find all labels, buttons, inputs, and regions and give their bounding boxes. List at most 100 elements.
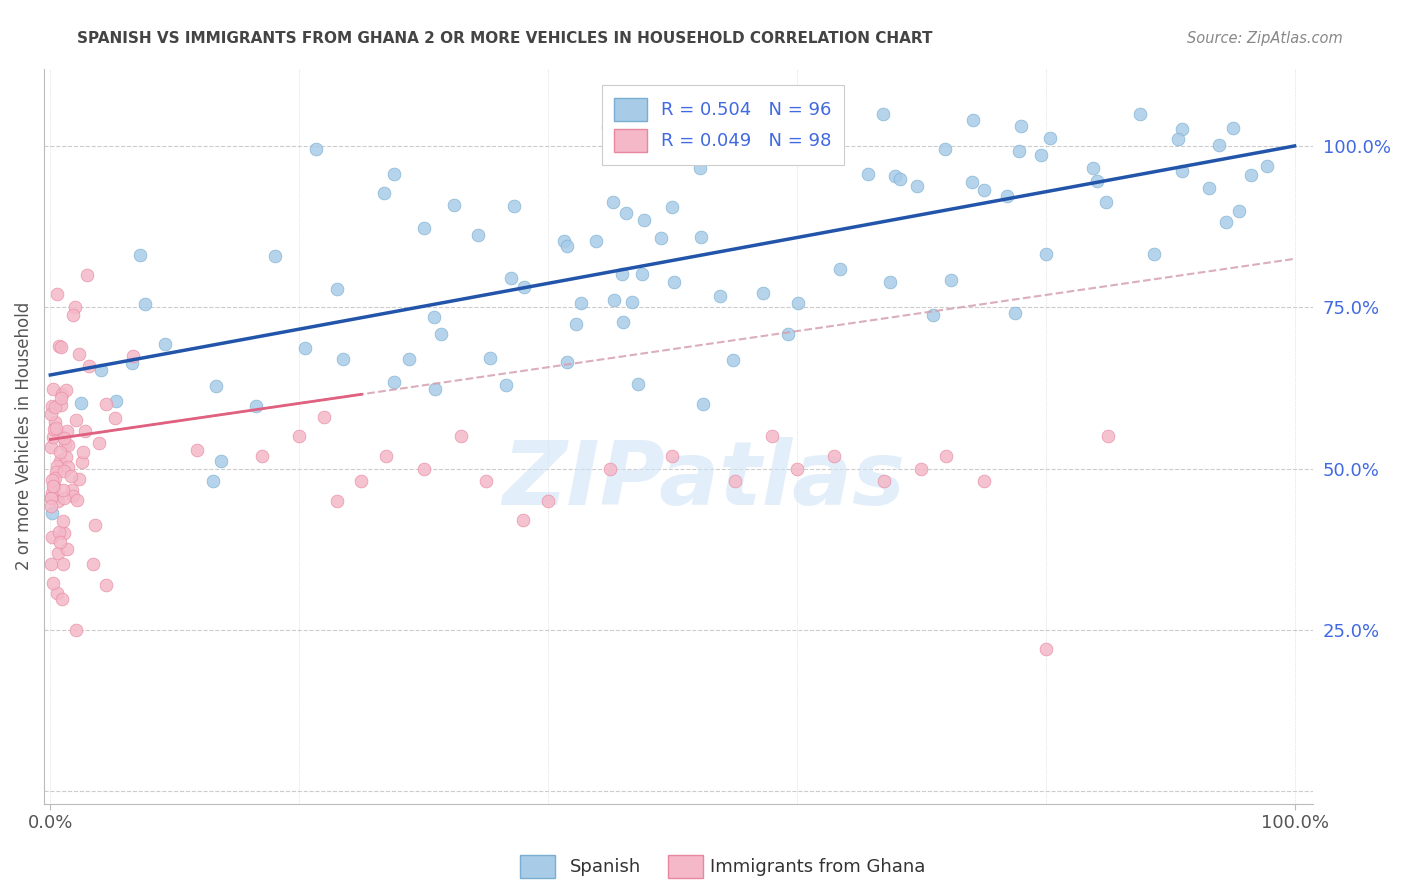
Point [565,317,588,331]
Point [1171,163,1194,178]
Point [879,275,901,289]
Point [1167,132,1189,146]
Point [502,199,524,213]
Point [973,475,995,489]
Point [41,440,63,454]
Point [129,248,152,262]
Point [51,340,73,354]
Point [52,514,75,528]
Point [53,464,76,478]
Point [382,167,405,181]
Point [596,120,619,134]
Point [905,178,928,193]
Point [56,459,79,474]
Point [56,542,79,557]
Point [627,377,650,392]
Point [51,558,73,572]
Point [46,493,69,508]
Point [828,261,851,276]
Point [537,493,560,508]
Point [1035,642,1057,657]
Point [65,413,87,427]
Point [962,112,984,127]
Y-axis label: 2 or more Vehicles in Household: 2 or more Vehicles in Household [15,302,32,570]
Point [45,465,67,479]
Point [662,275,685,289]
Point [910,461,932,475]
Point [612,315,634,329]
Point [49,398,72,412]
Point [724,475,747,489]
Point [42,480,65,494]
Point [599,461,621,475]
Text: ZIPatlas: ZIPatlas [502,437,905,524]
Point [1085,173,1108,187]
Point [41,486,63,500]
Text: SPANISH VS IMMIGRANTS FROM GHANA 2 OR MORE VEHICLES IN HOUSEHOLD CORRELATION CHA: SPANISH VS IMMIGRANTS FROM GHANA 2 OR MO… [77,31,932,46]
Point [48,338,70,352]
Point [585,234,607,248]
Point [44,479,66,493]
Point [884,169,907,183]
Point [690,230,713,244]
Point [423,310,446,324]
Point [60,468,83,483]
Point [1097,429,1119,443]
Point [134,297,156,311]
Point [84,518,107,533]
Point [39,557,62,571]
Point [603,293,626,307]
Point [690,136,713,150]
Point [312,409,335,424]
Point [650,230,672,244]
Point [56,438,79,452]
Point [621,294,644,309]
Point [495,377,517,392]
Point [42,429,65,443]
Point [1129,106,1152,120]
Point [53,436,76,450]
Point [51,387,73,401]
Point [53,526,76,541]
Point [66,493,89,508]
Point [1143,247,1166,261]
Point [121,356,143,370]
Text: Spanish: Spanish [569,858,641,876]
Point [44,415,66,429]
Point [1227,204,1250,219]
Point [689,161,711,175]
Point [41,473,63,487]
Point [553,234,575,248]
Point [325,493,347,508]
Point [1010,120,1032,134]
Point [1031,148,1053,162]
Point [60,483,83,497]
Point [288,429,311,443]
Point [513,279,536,293]
Point [631,268,654,282]
Point [973,183,995,197]
Point [569,296,592,310]
Point [77,359,100,373]
Point [67,472,90,486]
Point [1240,168,1263,182]
Point [633,213,655,227]
Point [555,354,578,368]
Point [661,449,683,463]
Point [934,142,956,156]
Point [56,424,79,438]
Point [62,489,84,503]
Point [42,422,65,436]
Point [872,106,894,120]
Point [478,351,501,365]
Point [89,436,111,450]
Point [49,454,72,468]
Point [373,186,395,200]
Point [1035,247,1057,261]
Point [786,296,808,310]
Point [72,445,94,459]
Point [39,491,62,506]
Point [52,483,75,497]
Point [294,341,316,355]
Point [326,282,349,296]
